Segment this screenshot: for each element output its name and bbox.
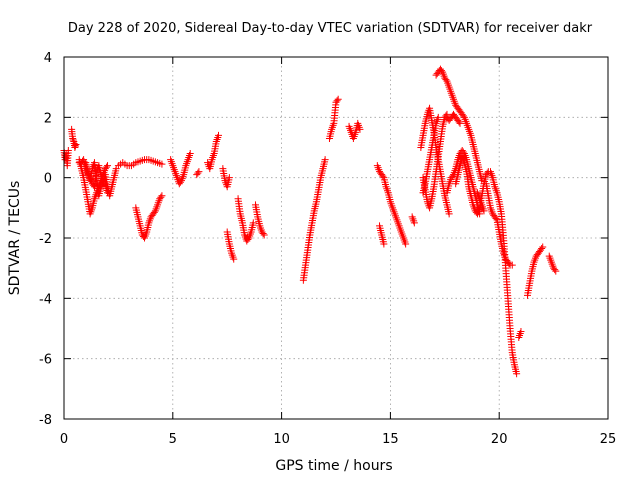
data-point: [225, 174, 233, 182]
data-point: [456, 119, 464, 127]
x-tick-label: 15: [382, 432, 399, 447]
data-point: [158, 192, 166, 200]
data-point: [71, 142, 79, 150]
data-point: [380, 240, 388, 248]
x-tick-label: 25: [600, 432, 617, 447]
data-point: [102, 163, 110, 171]
data-point: [483, 169, 491, 177]
data-point: [551, 266, 559, 274]
data-point: [448, 172, 456, 180]
data-point: [194, 169, 202, 177]
data-point: [259, 229, 267, 237]
data-point: [513, 370, 521, 378]
data-point: [334, 95, 342, 103]
data-point: [72, 140, 80, 148]
data-point: [552, 267, 560, 275]
data-point: [71, 144, 79, 151]
data-point: [69, 134, 77, 142]
y-tick-label: -2: [39, 232, 52, 247]
data-point: [459, 112, 467, 120]
data-point: [69, 136, 77, 144]
y-tick-label: -8: [39, 413, 52, 428]
data-point: [538, 245, 546, 253]
data-point: [492, 214, 500, 222]
y-axis-label: SDTVAR / TECUs: [7, 181, 23, 296]
x-axis-label: GPS time / hours: [275, 458, 392, 474]
data-point: [480, 207, 488, 215]
y-tick-label: 4: [44, 51, 52, 66]
axis-ticks: 0 5 10 15 20 25 -8 -6 -4 -2 0 2 4: [39, 51, 616, 447]
data-point: [321, 156, 329, 164]
data-point: [508, 261, 516, 269]
data-point: [260, 231, 268, 239]
grid-lines: [64, 57, 608, 419]
data-point: [539, 243, 547, 251]
data-points: [60, 65, 560, 378]
y-tick-label: 0: [44, 172, 52, 187]
y-tick-label: -4: [39, 292, 52, 307]
data-point: [333, 97, 341, 105]
data-point: [157, 193, 165, 201]
data-point: [158, 160, 166, 168]
data-point: [402, 240, 410, 248]
data-point: [150, 208, 158, 216]
data-point: [455, 118, 463, 126]
data-point: [356, 125, 364, 133]
data-point: [517, 328, 525, 336]
y-tick-label: 2: [44, 111, 52, 126]
data-point: [249, 219, 257, 227]
data-point: [505, 260, 513, 268]
x-tick-label: 10: [273, 432, 290, 447]
data-point: [104, 162, 112, 170]
data-point: [379, 172, 387, 180]
data-point: [64, 147, 72, 155]
data-point: [434, 113, 442, 121]
chart-title: Day 228 of 2020, Sidereal Day-to-day VTE…: [68, 21, 593, 36]
x-tick-label: 0: [60, 432, 68, 447]
data-point: [244, 236, 252, 244]
data-point: [410, 219, 418, 227]
data-point: [438, 67, 446, 75]
data-point: [98, 181, 106, 189]
data-point: [230, 255, 238, 263]
y-tick-label: -6: [39, 353, 52, 368]
data-point: [186, 150, 194, 158]
x-tick-label: 5: [169, 432, 177, 447]
data-point: [442, 76, 450, 84]
data-point: [214, 131, 222, 139]
x-tick-label: 20: [491, 432, 508, 447]
data-point: [176, 178, 184, 186]
data-point: [89, 181, 97, 189]
data-point: [445, 210, 453, 218]
data-point: [195, 168, 203, 176]
data-point: [459, 148, 467, 156]
